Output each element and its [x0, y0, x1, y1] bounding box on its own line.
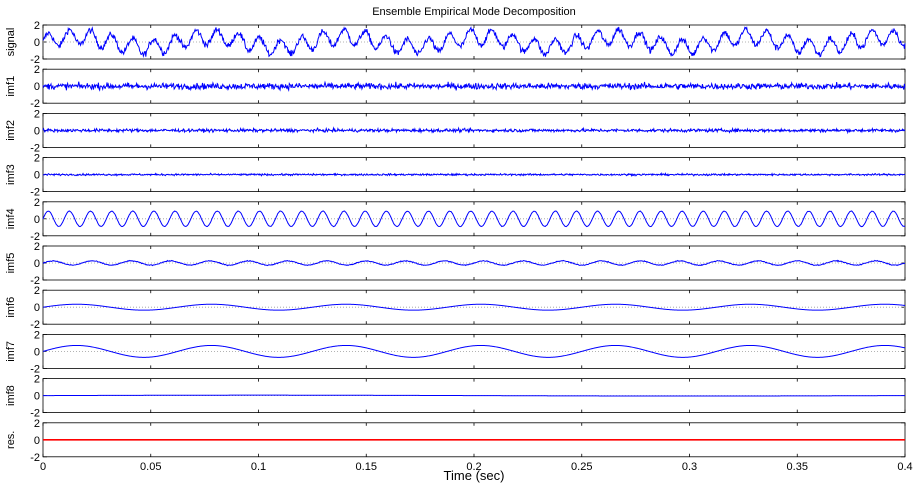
panel-frame [42, 289, 906, 325]
panel-label: imf4 [5, 208, 17, 229]
x-tick-label: 0.4 [897, 461, 912, 473]
panel-label: imf7 [5, 341, 17, 362]
y-tick-label: 2 [34, 329, 40, 341]
panel-label: signal [5, 28, 17, 57]
y-tick-label: -2 [30, 187, 40, 199]
y-tick-label: -2 [30, 319, 40, 331]
x-axis-label: Time (sec) [444, 468, 505, 483]
x-tick-label: 0 [40, 461, 46, 473]
x-tick-label: 0.3 [682, 461, 697, 473]
y-tick-label: 0 [34, 302, 40, 314]
series-line-imf2 [42, 126, 906, 135]
panel-frame [42, 333, 906, 369]
y-tick-label: 2 [34, 418, 40, 430]
x-tick-label: 0.25 [571, 461, 592, 473]
panel-res: -2 0 2 res. [5, 418, 906, 464]
series-line-signal [42, 26, 906, 59]
y-tick-label: -2 [30, 142, 40, 154]
series-line-imf7 [42, 344, 906, 358]
y-tick-label: 2 [34, 241, 40, 253]
y-tick-label: 0 [34, 81, 40, 93]
y-tick-label: 0 [34, 170, 40, 182]
x-tick-label: 0.05 [140, 461, 161, 473]
x-axis: 0 0.05 0.1 0.15 0.2 0.25 0.3 0.35 0.4 [40, 461, 913, 473]
y-tick-label: -2 [30, 363, 40, 375]
panel-label: imf6 [5, 297, 17, 318]
panel-imf5: -2 0 2 imf5 [5, 241, 906, 287]
y-tick-label: 0 [34, 346, 40, 358]
panel-label: imf5 [5, 253, 17, 274]
panel-signal: -2 0 2 signal [5, 20, 906, 66]
y-tick-label: 0 [34, 214, 40, 226]
y-tick-label: 2 [34, 374, 40, 386]
panel-imf2: -2 0 2 imf2 [5, 108, 906, 154]
y-tick-label: -2 [30, 231, 40, 243]
x-tick-label: 0.1 [251, 461, 266, 473]
y-tick-label: 2 [34, 285, 40, 297]
y-tick-label: 2 [34, 153, 40, 165]
y-tick-label: -2 [30, 452, 40, 464]
panel-imf6: -2 0 2 imf6 [5, 285, 906, 331]
series-line-imf4 [42, 210, 906, 228]
y-tick-label: 2 [34, 197, 40, 209]
panels-group: -2 0 2 signal -2 0 2 imf1 -2 0 2 imf2 -2 0 2 imf3 -2 0 2 im… [5, 20, 906, 464]
panel-label: imf1 [5, 76, 17, 97]
y-tick-label: -2 [30, 54, 40, 66]
panel-label: imf3 [5, 164, 17, 185]
y-tick-label: -2 [30, 98, 40, 110]
series-line-imf3 [42, 172, 906, 177]
panel-imf3: -2 0 2 imf3 [5, 153, 906, 199]
y-tick-label: 0 [34, 258, 40, 270]
series-line-imf5 [42, 259, 906, 267]
series-line-imf6 [42, 303, 906, 311]
y-tick-label: 0 [34, 435, 40, 447]
y-tick-label: 2 [34, 64, 40, 76]
x-tick-label: 0.2 [466, 461, 481, 473]
panel-imf8: -2 0 2 imf8 [5, 374, 906, 420]
panel-imf4: -2 0 2 imf4 [5, 197, 906, 243]
panel-imf1: -2 0 2 imf1 [5, 64, 906, 110]
y-tick-label: 0 [34, 125, 40, 137]
x-tick-label: 0.15 [356, 461, 377, 473]
y-tick-label: 0 [34, 391, 40, 403]
panel-imf7: -2 0 2 imf7 [5, 329, 906, 375]
series-line-imf1 [42, 80, 906, 92]
panel-label: imf8 [5, 385, 17, 406]
panel-label: imf2 [5, 120, 17, 141]
y-tick-label: 2 [34, 20, 40, 32]
y-tick-label: -2 [30, 275, 40, 287]
panel-label: res. [5, 431, 17, 449]
y-tick-label: -2 [30, 408, 40, 420]
y-tick-label: 2 [34, 108, 40, 120]
chart-title: Ensemble Empirical Mode Decomposition [372, 6, 576, 18]
y-tick-label: 0 [34, 37, 40, 49]
series-line-imf8 [43, 394, 905, 397]
x-tick-label: 0.35 [787, 461, 808, 473]
